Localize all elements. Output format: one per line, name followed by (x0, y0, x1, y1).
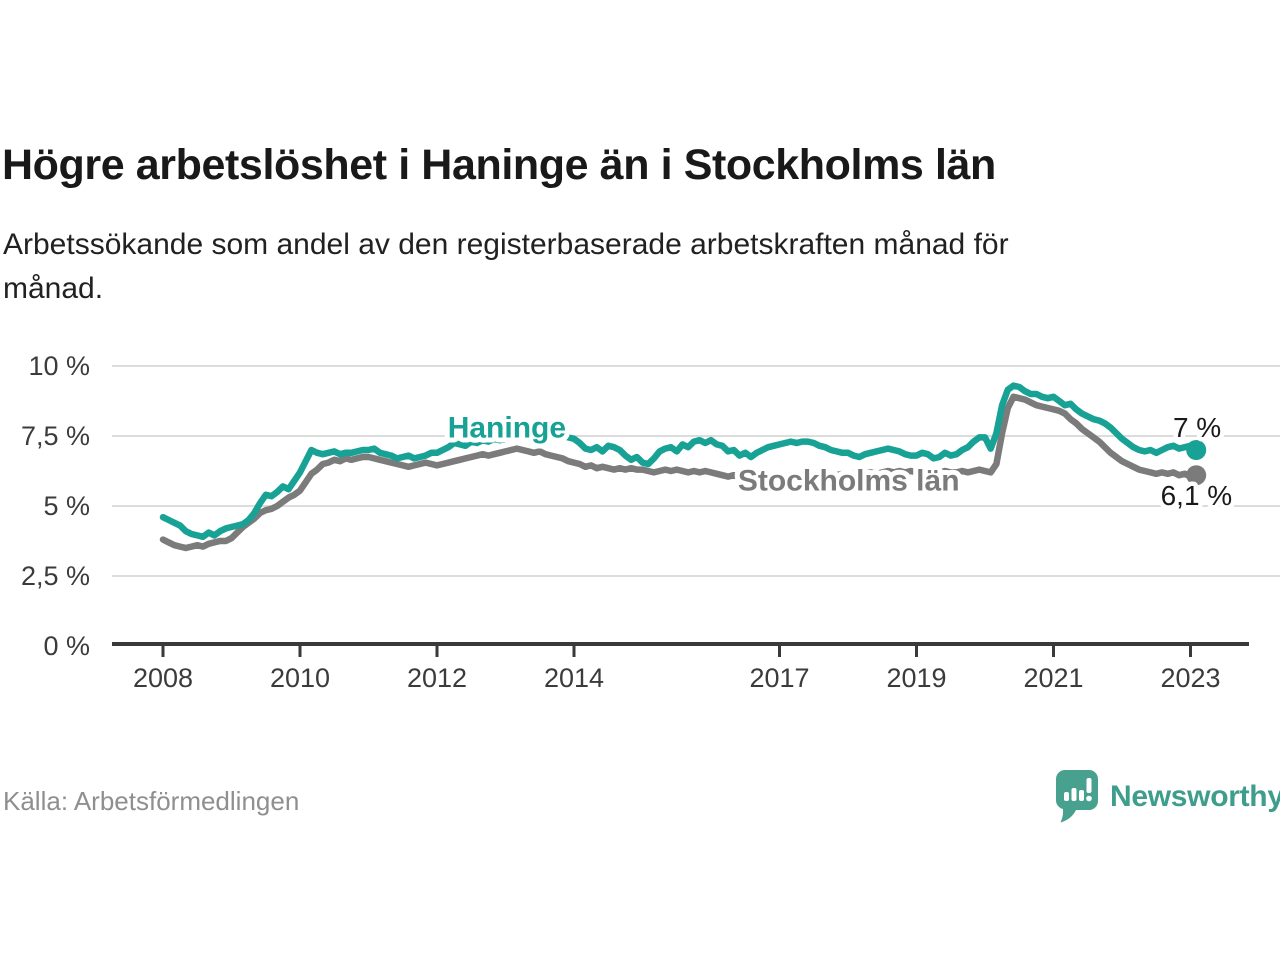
source-note: Källa: Arbetsförmedlingen (3, 786, 300, 816)
y-axis-tick-label: 2,5 % (21, 561, 90, 591)
x-axis-tick-label: 2023 (1160, 663, 1220, 693)
y-axis-tick-label: 10 % (28, 351, 90, 381)
y-axis-tick-label: 5 % (43, 491, 90, 521)
series-end-dot-haninge (1186, 440, 1207, 460)
y-axis-tick-label: 7,5 % (21, 421, 90, 451)
series-label-stockholms-l-n: Stockholms län (738, 465, 960, 498)
x-axis-tick-label: 2017 (749, 663, 809, 693)
x-axis-tick-label: 2014 (544, 663, 604, 693)
y-axis-tick-label: 0 % (43, 631, 90, 661)
x-axis-tick-label: 2021 (1023, 663, 1083, 693)
series-end-value-stockholms-l-n: 6,1 % (1161, 480, 1233, 511)
x-axis-tick-label: 2008 (133, 663, 193, 693)
logo-bar-3 (1079, 790, 1084, 801)
x-axis-tick-label: 2019 (886, 663, 946, 693)
brand-name: Newsworthy (1110, 780, 1280, 813)
logo-exclamation-dot (1086, 795, 1092, 802)
newsworthy-logo-icon (1056, 770, 1098, 823)
x-axis-tick-label: 2010 (270, 663, 330, 693)
series-label-haninge: Haninge (448, 411, 566, 444)
series-line-haninge (159, 382, 1200, 541)
logo-bar-1 (1064, 792, 1069, 801)
x-axis-tick-label: 2012 (407, 663, 467, 693)
logo-exclamation-bar (1086, 778, 1092, 793)
page-subtitle: Arbetssökande som andel av den registerb… (3, 228, 1009, 305)
logo-bar-2 (1071, 788, 1077, 801)
series-end-value-haninge: 7 % (1173, 412, 1221, 443)
series-line-stockholms-l-n (159, 393, 1200, 552)
series-end-dot-stockholms-l-n (1186, 465, 1207, 486)
page-title: Högre arbetslöshet i Haninge än i Stockh… (2, 141, 996, 189)
newsworthy-brand: Newsworthy (1056, 770, 1280, 824)
